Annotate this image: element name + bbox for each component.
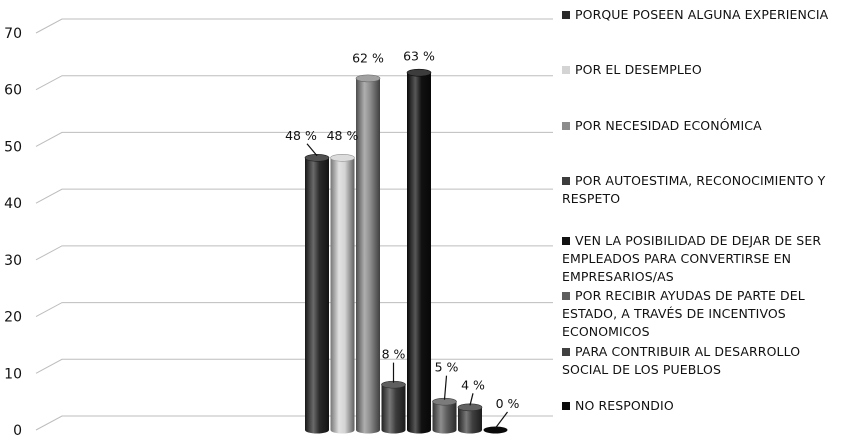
- gridline: [35, 245, 553, 261]
- y-tick-label: 20: [4, 310, 22, 326]
- legend-item: POR EL DESEMPLEO: [562, 61, 840, 79]
- y-tick-label: 10: [4, 366, 22, 382]
- data-label: 62 %: [352, 50, 384, 65]
- legend-item: PARA CONTRIBUIR AL DESARROLLO SOCIAL DE …: [562, 343, 840, 379]
- legend-item: POR NECESIDAD ECONÓMICA: [562, 117, 840, 135]
- data-label: 8 %: [382, 347, 406, 362]
- legend-swatch: [562, 122, 570, 130]
- bar: [483, 426, 508, 434]
- data-labels: 48 % 48 % 62 % 8 % 63 % 5 %4 % 0 %: [285, 49, 520, 429]
- legend-label: POR AUTOESTIMA, RECONOCIMIENTO Y RESPETO: [562, 173, 826, 206]
- legend-label: POR NECESIDAD ECONÓMICA: [575, 118, 762, 133]
- legend-swatch: [562, 402, 570, 410]
- legend-item: VEN LA POSIBILIDAD DE DEJAR DE SER EMPLE…: [562, 232, 840, 286]
- y-tick-label: 70: [4, 26, 22, 42]
- legend-swatch: [562, 66, 570, 74]
- bars: [304, 68, 508, 434]
- legend-label: PORQUE POSEEN ALGUNA EXPERIENCIA: [575, 7, 829, 22]
- data-label: 4 %: [461, 377, 485, 392]
- bar: [432, 397, 457, 434]
- legend-label: POR EL DESEMPLEO: [575, 62, 702, 77]
- legend-swatch: [562, 237, 570, 245]
- bar: [381, 380, 406, 434]
- bar: [330, 153, 355, 434]
- leader-line: [443, 375, 448, 400]
- y-tick-label: 60: [4, 83, 22, 99]
- gridline: [35, 131, 553, 147]
- legend-item: PORQUE POSEEN ALGUNA EXPERIENCIA: [562, 6, 840, 24]
- bar: [304, 153, 330, 434]
- grid-lines: [35, 18, 553, 431]
- bar: [406, 68, 432, 434]
- gridline: [35, 302, 553, 318]
- legend: PORQUE POSEEN ALGUNA EXPERIENCIA POR EL D…: [562, 0, 843, 446]
- bar: [457, 403, 483, 434]
- bar: [355, 74, 381, 434]
- data-label: 48 %: [327, 128, 359, 143]
- y-tick-label: 30: [4, 253, 22, 269]
- gridline: [35, 18, 553, 34]
- legend-label: VEN LA POSIBILIDAD DE DEJAR DE SER EMPLE…: [562, 233, 822, 284]
- leader-line: [306, 143, 318, 157]
- gridline: [35, 358, 553, 374]
- gridline: [35, 75, 553, 91]
- data-label: 48 %: [285, 128, 317, 143]
- legend-swatch: [562, 177, 570, 185]
- data-label: 5 %: [435, 360, 459, 375]
- data-label: 63 %: [403, 49, 435, 64]
- y-tick-label: 0: [13, 423, 22, 439]
- legend-swatch: [562, 292, 570, 300]
- legend-label: POR RECIBIR AYUDAS DE PARTE DEL ESTADO, …: [562, 288, 805, 339]
- gridline: [35, 188, 553, 204]
- legend-label: PARA CONTRIBUIR AL DESARROLLO SOCIAL DE …: [562, 344, 801, 377]
- legend-swatch: [562, 11, 570, 19]
- legend-swatch: [562, 348, 570, 356]
- leader-line: [495, 411, 508, 429]
- leader-line: [469, 393, 474, 406]
- legend-item: POR RECIBIR AYUDAS DE PARTE DEL ESTADO, …: [562, 287, 840, 341]
- data-label: 0 %: [496, 396, 520, 411]
- legend-item: POR AUTOESTIMA, RECONOCIMIENTO Y RESPETO: [562, 172, 840, 208]
- y-tick-label: 40: [4, 196, 22, 212]
- legend-label: NO RESPONDIO: [575, 398, 674, 413]
- y-tick-label: 50: [4, 139, 22, 155]
- legend-item: NO RESPONDIO: [562, 397, 840, 415]
- y-axis-ticks: 0 10 20 30 40 50 60 70: [4, 26, 22, 439]
